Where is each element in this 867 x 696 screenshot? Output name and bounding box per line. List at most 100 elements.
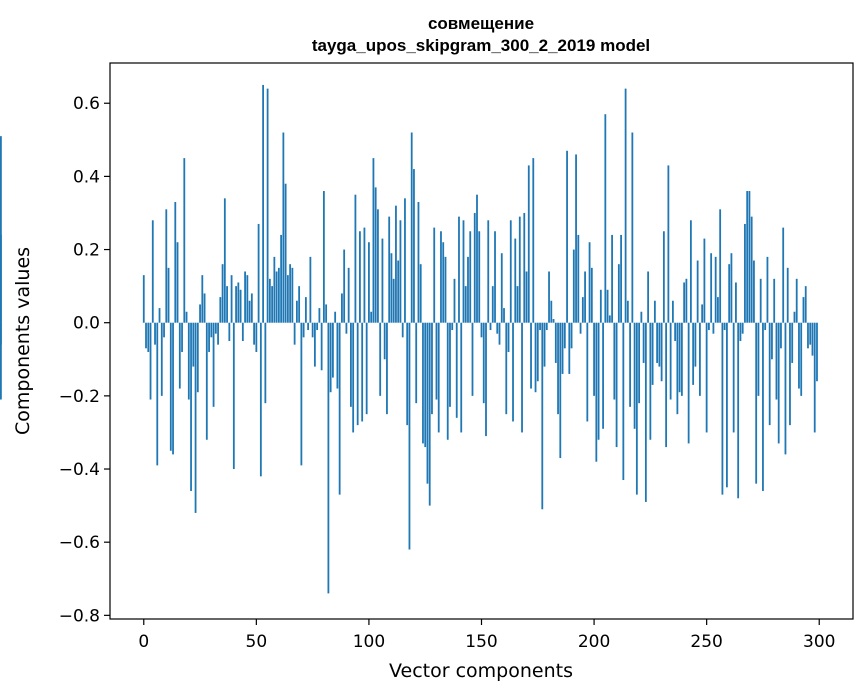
bar-40: [232, 322, 235, 470]
x-tick-label: 300: [803, 632, 835, 652]
bar-84: [332, 322, 334, 378]
bar-160: [503, 308, 505, 323]
bar-291: [798, 322, 800, 389]
bar-143: [464, 286, 467, 323]
bar-261: [730, 253, 733, 323]
bar-214: [624, 88, 627, 323]
bar-92: [350, 322, 352, 407]
bar-106: [381, 238, 384, 323]
bar-1: [145, 322, 147, 349]
bar-59: [275, 271, 278, 323]
bar-221: [640, 311, 643, 323]
bar-293: [802, 297, 805, 323]
bar-282: [777, 322, 780, 444]
bar-56: [268, 278, 271, 323]
bar-29: [208, 322, 210, 352]
bar-266: [741, 322, 744, 334]
bar-129: [433, 227, 436, 323]
bar-284: [782, 227, 785, 323]
bar-8: [160, 322, 163, 396]
bar-108: [386, 322, 388, 415]
bar-260: [728, 264, 731, 323]
bar-130: [435, 322, 438, 400]
bar-219: [635, 322, 638, 495]
bar-236: [674, 322, 677, 341]
bar-96: [359, 231, 361, 323]
bar-202: [597, 322, 600, 440]
bar-119: [410, 132, 413, 323]
bar-275: [762, 322, 764, 491]
bar-158: [498, 322, 501, 345]
bar-180: [548, 271, 550, 323]
bar-67: [293, 322, 296, 345]
bar-142: [462, 220, 465, 323]
bar-27: [203, 293, 206, 323]
bar-41: [235, 286, 237, 323]
bar-283: [780, 322, 782, 349]
bar-137: [451, 322, 454, 331]
bar-161: [505, 322, 508, 415]
bar-289: [793, 311, 796, 323]
bar-62: [282, 132, 285, 323]
bar-75: [311, 322, 314, 338]
bar-204: [602, 322, 604, 429]
bar-232: [665, 322, 668, 448]
bar-265: [739, 322, 742, 341]
bar-69: [298, 286, 301, 323]
bar-47: [248, 300, 251, 323]
bar-90: [345, 322, 348, 334]
bar-193: [577, 234, 580, 323]
bar-159: [500, 253, 503, 323]
bar-44: [241, 322, 244, 341]
bar-190: [570, 322, 573, 349]
bar-267: [744, 223, 746, 323]
bar-217: [631, 132, 634, 323]
bar-299: [816, 322, 818, 382]
y-tick-label: 0.6: [73, 94, 100, 114]
bar-286: [786, 267, 789, 323]
bar-210: [615, 322, 618, 448]
bar-34: [219, 297, 222, 323]
bar-250: [705, 322, 708, 433]
bar-25: [199, 304, 201, 323]
bar-206: [606, 289, 609, 323]
bar-233: [667, 165, 670, 323]
bar-80: [322, 191, 325, 323]
bar-253: [712, 322, 715, 334]
bar-270: [750, 216, 753, 323]
bar-255: [717, 297, 719, 323]
bar-138: [453, 278, 456, 323]
bar-58: [273, 256, 276, 323]
bar-237: [676, 322, 679, 415]
y-tick-label: 0.4: [73, 167, 100, 187]
bar-48: [250, 293, 253, 323]
bar-89: [343, 249, 346, 323]
bar-102: [372, 158, 375, 323]
bar-144: [467, 256, 469, 323]
x-axis-label: Vector components: [389, 660, 573, 682]
bar-9: [163, 322, 165, 338]
bar-139: [455, 322, 458, 418]
bar-31: [212, 322, 215, 407]
bar-series: [0, 84, 818, 594]
bar-213: [622, 322, 625, 480]
bar-147: [473, 212, 476, 323]
bar-228: [656, 322, 659, 363]
bar-11: [167, 267, 170, 323]
bar-168: [521, 322, 523, 433]
bar-150: [480, 322, 483, 338]
bar-170: [525, 271, 528, 323]
bar-2: [147, 322, 150, 352]
bar-173: [532, 158, 535, 323]
bar-87: [338, 322, 341, 495]
bar-208: [611, 234, 613, 323]
bar-222: [642, 322, 645, 363]
bar-235: [671, 300, 674, 323]
bar-85: [334, 311, 337, 323]
bar-287: [789, 322, 791, 426]
bar-14: [174, 202, 177, 323]
bar-35: [221, 264, 224, 323]
bar-13: [172, 322, 174, 455]
bar-192: [575, 154, 577, 323]
bar-145: [469, 231, 472, 323]
